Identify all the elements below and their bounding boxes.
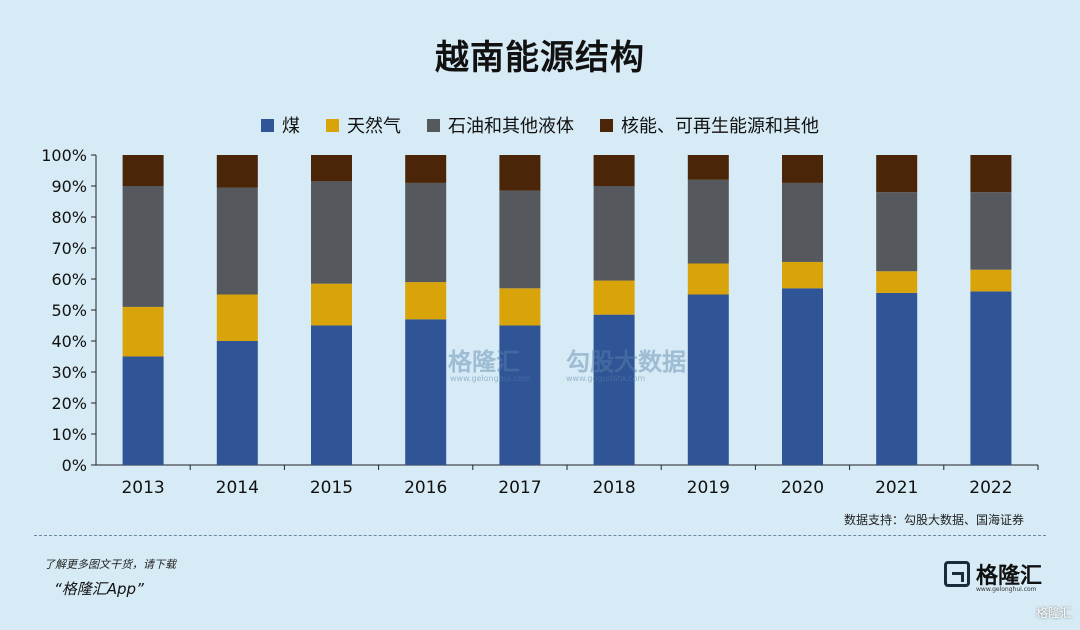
data-source-note: 数据支持：勾股大数据、国海证券 <box>843 513 1024 527</box>
bar-segment <box>687 263 729 295</box>
bar-segment <box>876 271 918 293</box>
bar-segment <box>499 155 541 191</box>
legend-item-coal: 煤 <box>261 112 300 138</box>
bar-segment <box>876 192 918 272</box>
x-tick-label: 2018 <box>592 478 635 498</box>
x-tick-label: 2016 <box>404 478 447 498</box>
bar-segment <box>405 319 447 465</box>
bar-segment <box>876 292 918 465</box>
legend-item-oil: 石油和其他液体 <box>427 112 574 138</box>
legend-swatch-nuclear-renewables <box>600 118 613 132</box>
bar-segment <box>216 341 258 465</box>
bar-segment <box>311 181 352 284</box>
bar-segment <box>122 155 164 186</box>
y-tick-label: 20% <box>51 394 87 413</box>
bar-segment <box>970 155 1012 193</box>
bar-segment <box>687 294 729 465</box>
legend-label-oil: 石油和其他液体 <box>448 116 574 137</box>
legend-swatch-gas <box>326 118 339 132</box>
bar-segment <box>970 269 1012 292</box>
y-tick-label: 100% <box>41 146 87 165</box>
legend-label-coal: 煤 <box>282 116 300 137</box>
bar-segment <box>216 155 258 188</box>
y-tick-label: 50% <box>51 301 87 320</box>
bar-segment <box>216 187 258 295</box>
bar-segment <box>593 314 635 465</box>
bar-segment <box>876 155 918 193</box>
bar-segment <box>499 325 541 465</box>
promo-app-name: “格隆汇App” <box>54 580 144 598</box>
bar-segment <box>782 288 823 465</box>
gelonghui-logo: 格隆汇 <box>944 558 1042 590</box>
x-tick-label: 2021 <box>875 478 918 498</box>
logo-g-icon <box>944 561 970 587</box>
watermark-gelonghui-url: www.gelonghui.com <box>450 374 531 383</box>
y-tick-label: 60% <box>51 270 87 289</box>
promo-text: 了解更多图文干货，请下载 <box>44 558 176 571</box>
watermark-gogudata-url: www.gogudata.com <box>566 374 646 383</box>
legend-item-nuclear-renewables: 核能、可再生能源和其他 <box>600 112 819 138</box>
bar-segment <box>405 182 447 283</box>
dashed-divider <box>34 535 1046 536</box>
bar-segment <box>311 283 352 326</box>
bar-segment <box>970 291 1012 465</box>
bar-segment <box>122 186 164 307</box>
bar-segment <box>782 261 823 289</box>
watermark-gelonghui: 格隆汇 <box>448 348 520 376</box>
watermark-gogudata: 勾股大数据 <box>566 348 686 376</box>
y-tick-label: 0% <box>62 456 87 475</box>
legend-label-gas: 天然气 <box>347 116 401 137</box>
logo-url: www.gelonghui.com <box>976 586 1037 593</box>
bar-segment <box>687 179 729 264</box>
x-tick-label: 2015 <box>310 478 353 498</box>
bar-segment <box>782 182 823 262</box>
y-tick-label: 10% <box>51 425 87 444</box>
y-tick-label: 40% <box>51 332 87 351</box>
bar-segment <box>405 155 447 183</box>
x-tick-label: 2013 <box>121 478 164 498</box>
bar-segment <box>216 294 258 341</box>
x-tick-label: 2017 <box>498 478 541 498</box>
bar-segment <box>687 155 729 180</box>
bar-segment <box>122 306 164 357</box>
x-tick-label: 2020 <box>781 478 824 498</box>
bar-segment <box>311 155 352 182</box>
bar-segment <box>405 282 447 320</box>
bar-segment <box>593 186 635 281</box>
bar-segment <box>782 155 823 183</box>
y-tick-label: 80% <box>51 208 87 227</box>
chart-title: 越南能源结构 <box>435 38 645 78</box>
legend-swatch-coal <box>261 118 274 132</box>
bar-segment <box>499 190 541 289</box>
chart-legend: 煤 天然气 石油和其他液体 核能、可再生能源和其他 <box>0 112 1080 138</box>
y-tick-label: 30% <box>51 363 87 382</box>
bar-segment <box>970 192 1012 270</box>
legend-label-nuclear-renewables: 核能、可再生能源和其他 <box>621 116 819 137</box>
bar-segment <box>499 288 541 326</box>
x-tick-label: 2022 <box>969 478 1012 498</box>
x-tick-label: 2019 <box>687 478 730 498</box>
corner-watermark: 格隆汇 <box>1035 606 1072 620</box>
x-tick-label: 2014 <box>216 478 259 498</box>
logo-text: 格隆汇 <box>976 564 1043 589</box>
y-tick-label: 70% <box>51 239 87 258</box>
legend-item-gas: 天然气 <box>326 112 401 138</box>
legend-swatch-oil <box>427 118 440 132</box>
y-tick-label: 90% <box>51 177 87 196</box>
bar-segment <box>593 155 635 186</box>
bar-segment <box>122 356 164 465</box>
bar-segment <box>311 325 352 465</box>
bar-segment <box>593 280 635 315</box>
